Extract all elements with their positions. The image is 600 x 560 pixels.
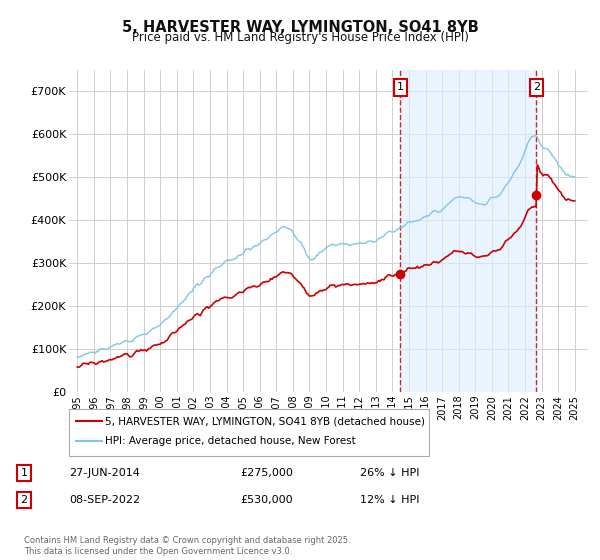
Text: 08-SEP-2022: 08-SEP-2022 bbox=[69, 495, 140, 505]
Text: 5, HARVESTER WAY, LYMINGTON, SO41 8YB (detached house): 5, HARVESTER WAY, LYMINGTON, SO41 8YB (d… bbox=[105, 416, 425, 426]
Text: 2: 2 bbox=[20, 495, 28, 505]
Bar bbox=[400, 70, 536, 392]
Text: Contains HM Land Registry data © Crown copyright and database right 2025.
This d: Contains HM Land Registry data © Crown c… bbox=[24, 536, 350, 556]
Text: 12% ↓ HPI: 12% ↓ HPI bbox=[360, 495, 419, 505]
Text: Price paid vs. HM Land Registry's House Price Index (HPI): Price paid vs. HM Land Registry's House … bbox=[131, 31, 469, 44]
Text: 26% ↓ HPI: 26% ↓ HPI bbox=[360, 468, 419, 478]
Text: HPI: Average price, detached house, New Forest: HPI: Average price, detached house, New … bbox=[105, 436, 356, 446]
Text: 5, HARVESTER WAY, LYMINGTON, SO41 8YB: 5, HARVESTER WAY, LYMINGTON, SO41 8YB bbox=[122, 20, 478, 35]
Text: £530,000: £530,000 bbox=[240, 495, 293, 505]
Text: 1: 1 bbox=[397, 82, 404, 92]
Text: 27-JUN-2014: 27-JUN-2014 bbox=[69, 468, 140, 478]
Text: 2: 2 bbox=[533, 82, 540, 92]
Text: £275,000: £275,000 bbox=[240, 468, 293, 478]
Text: 1: 1 bbox=[20, 468, 28, 478]
